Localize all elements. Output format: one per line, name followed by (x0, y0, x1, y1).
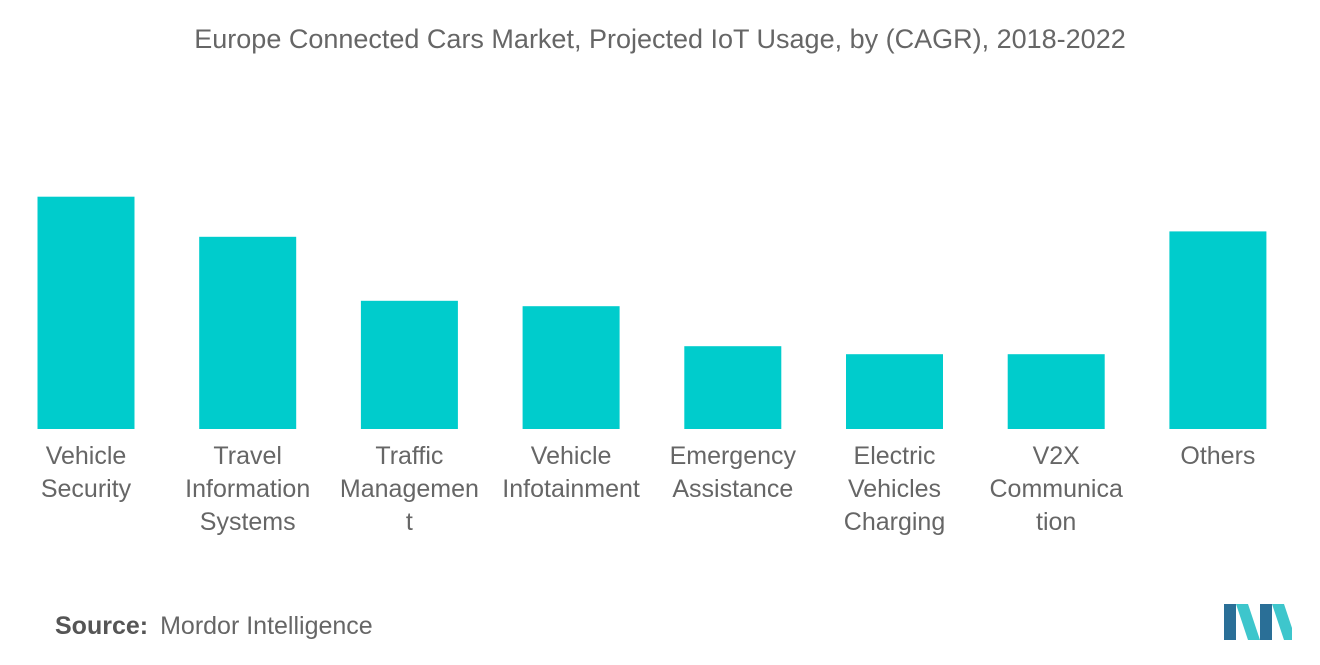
category-label-line: Information (185, 475, 310, 503)
category-label-3: Vehicle Infotainment (502, 442, 640, 503)
category-label-line: V2X (1033, 442, 1081, 470)
bar-3 (522, 306, 620, 429)
bars-layer (37, 196, 1267, 429)
category-label-line: Communica (990, 475, 1123, 503)
category-label-2: Traffic Managemen t (340, 442, 479, 536)
category-label-line: t (406, 508, 413, 536)
chart-title: Europe Connected Cars Market, Projected … (194, 24, 1126, 54)
category-label-line: Others (1180, 442, 1255, 470)
bar-4 (684, 346, 782, 429)
source-value: Mordor Intelligence (160, 612, 373, 640)
category-label-line: Emergency (670, 442, 797, 470)
category-label-4: Emergency Assistance (670, 442, 797, 503)
category-label-line: Assistance (672, 475, 793, 503)
category-label-line: Security (41, 475, 132, 503)
source-note: Source: Mordor Intelligence (55, 612, 373, 641)
category-label-0: Vehicle Security (41, 442, 132, 503)
category-label-line: Managemen (340, 475, 479, 503)
category-label-line: Vehicles (848, 475, 941, 503)
category-label-line: Infotainment (502, 475, 640, 503)
category-label-7: Others (1180, 442, 1255, 470)
category-label-6: V2X Communica tion (990, 442, 1123, 536)
mordor-intelligence-logo-icon (1224, 604, 1292, 640)
category-label-line: tion (1036, 508, 1076, 536)
category-label-line: Electric (854, 442, 936, 470)
bar-2 (360, 300, 458, 429)
category-label-line: Vehicle (531, 442, 612, 470)
category-label-line: Vehicle (46, 442, 127, 470)
bar-6 (1007, 354, 1105, 429)
category-label-line: Traffic (375, 442, 443, 470)
category-label-line: Charging (844, 508, 945, 536)
category-label-line: Systems (200, 508, 296, 536)
bar-0 (37, 196, 135, 429)
category-label-1: Travel Information Systems (185, 442, 310, 536)
bar-7 (1169, 231, 1267, 429)
bar-1 (199, 236, 297, 429)
category-label-5: Electric Vehicles Charging (844, 442, 945, 536)
category-label-line: Travel (213, 442, 282, 470)
bar-5 (846, 354, 943, 429)
source-label: Source: (55, 612, 149, 640)
